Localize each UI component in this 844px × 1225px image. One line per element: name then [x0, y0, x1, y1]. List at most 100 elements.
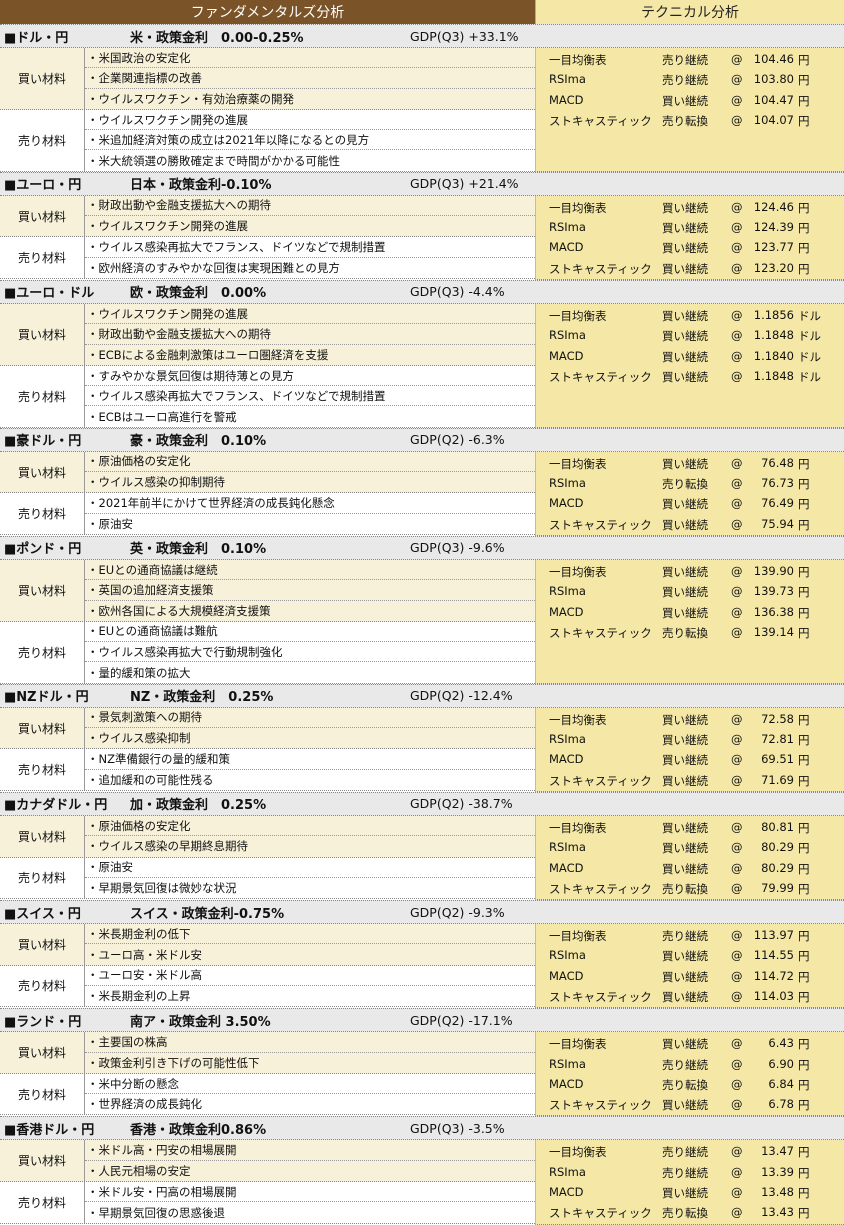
- price-unit: 円: [798, 241, 810, 256]
- currency-section: ■NZドル・円 NZ・政策金利 0.25% GDP(Q2) -12.4% 買い材料 ・景…: [0, 683, 844, 792]
- indicator-name: MACD: [549, 240, 584, 255]
- section-body: 買い材料 ・ウイルスワクチン開発の進展 ・財政出動や金融支援拡大への期待 ・ECBによ…: [0, 303, 844, 428]
- gdp-value: GDP(Q3) -9.6%: [410, 540, 505, 556]
- indicator-signal: 買い継続: [662, 1037, 708, 1052]
- indicator-row: ストキャスティック 買い継続 @71.69 円: [536, 771, 844, 791]
- gdp-value: GDP(Q2) -9.3%: [410, 904, 505, 920]
- section-header: ■NZドル・円 NZ・政策金利 0.25% GDP(Q2) -12.4%: [0, 683, 844, 708]
- fundamental-analysis-header: ファンダメンタルズ分析: [0, 0, 535, 24]
- indicator-price: 124.46: [753, 199, 794, 214]
- indicator-name: 一目均衡表: [549, 564, 607, 579]
- indicator-row: ストキャスティック 買い継続 @75.94 円: [536, 515, 844, 535]
- factor-item: ・人民元相場の安定: [87, 1163, 191, 1178]
- buy-factors: 買い材料 ・景気刺激策への期待 ・ウイルス感染抑制: [0, 707, 535, 750]
- gdp-value: GDP(Q3) -4.4%: [410, 284, 505, 300]
- indicator-price: 69.51: [761, 752, 794, 767]
- technical-column: 一目均衡表 買い継続 @139.90 円 RSIma 買い継続 @139.73 円 MACD 買い…: [535, 559, 844, 684]
- indicator-signal: 売り継続: [662, 1057, 708, 1072]
- indicator-signal: 売り継続: [662, 1165, 708, 1180]
- at-symbol: @: [731, 1097, 743, 1112]
- indicator-price: 124.39: [753, 220, 794, 235]
- section-header: ■香港ドル・円 香港・政策金利0.86% GDP(Q3) -3.5%: [0, 1116, 844, 1141]
- sell-factors: 売り材料 ・米ドル安・円高の相場展開 ・早期景気回復の思惑後退: [0, 1182, 535, 1224]
- at-symbol: @: [731, 988, 743, 1003]
- technical-column: 一目均衡表 買い継続 @72.58 円 RSIma 買い継続 @72.81 円 MACD 買い継続…: [535, 707, 844, 792]
- currency-pair: ■ポンド・円: [4, 542, 82, 558]
- buy-factors-label: 買い材料: [0, 195, 85, 237]
- factor-item: ・企業関連指標の改善: [85, 68, 535, 89]
- indicator-price: 1.1848: [753, 368, 794, 383]
- indicator-name: RSIma: [549, 1164, 586, 1179]
- currency-section: ■カナダドル・円 加・政策金利 0.25% GDP(Q2) -38.7% 買い材料 ・原…: [0, 791, 844, 901]
- fundamental-column: 買い材料 ・景気刺激策への期待 ・ウイルス感染抑制 売り材料 ・NZ準備銀行の量的緩和策…: [0, 707, 535, 792]
- indicator-name: 一目均衡表: [549, 53, 607, 67]
- indicator-row: ストキャスティック 売り転換 @79.99 円: [536, 879, 844, 899]
- indicator-row: RSIma 買い継続 @80.29 円: [536, 838, 844, 858]
- gdp-value: GDP(Q2) -12.4%: [410, 688, 513, 704]
- indicator-row: 一目均衡表 売り継続 @113.97 円: [536, 926, 844, 946]
- factor-list: ・ウイルス感染再拡大でフランス、ドイツなどで規制措置 ・欧州経済のすみやかな回復は…: [85, 237, 535, 278]
- indicator-price: 104.46: [753, 52, 794, 66]
- currency-section: ■スイス・円 スイス・政策金利-0.75% GDP(Q2) -9.3% 買い材料 ・米長…: [0, 900, 844, 1009]
- at-symbol: @: [731, 348, 743, 363]
- price-unit: 円: [798, 113, 810, 128]
- price-unit: 円: [798, 261, 810, 276]
- factor-item: ・米長期金利の低下: [85, 924, 535, 945]
- indicator-name: ストキャスティック: [549, 369, 652, 384]
- price-unit: 円: [798, 605, 810, 620]
- indicator-name: RSIma: [549, 1056, 586, 1071]
- indicator-signal: 買い継続: [662, 261, 708, 276]
- price-unit: 円: [798, 1186, 810, 1201]
- indicator-price: 113.97: [753, 928, 794, 943]
- indicator-row: 一目均衡表 売り継続 @104.46 円: [536, 50, 844, 70]
- indicator-price: 139.73: [753, 584, 794, 599]
- at-symbol: @: [731, 1056, 743, 1071]
- indicator-signal: 買い継続: [662, 1186, 708, 1201]
- indicator-name: ストキャスティック: [549, 625, 652, 640]
- buy-factors-label: 買い材料: [0, 48, 85, 109]
- section-header: ■スイス・円 スイス・政策金利-0.75% GDP(Q2) -9.3%: [0, 900, 844, 925]
- at-symbol: @: [731, 1164, 743, 1179]
- currency-pair: ■ユーロ・ドル: [4, 286, 95, 302]
- technical-column: 一目均衡表 買い継続 @76.48 円 RSIma 売り転換 @76.73 円 MACD 買い継続…: [535, 451, 844, 536]
- buy-factors-label: 買い材料: [0, 1140, 85, 1182]
- price-unit: 円: [798, 989, 810, 1004]
- factor-item: ・ウイルス感染再拡大でフランス、ドイツなどで規制措置: [85, 237, 535, 258]
- price-unit: 円: [798, 1206, 810, 1221]
- at-symbol: @: [731, 772, 743, 787]
- indicator-signal: 買い継続: [662, 308, 708, 323]
- indicator-row: MACD 買い継続 @136.38 円: [536, 603, 844, 623]
- indicator-signal: 買い継続: [662, 712, 708, 727]
- factor-item: ・米国政治の安定化: [85, 48, 535, 69]
- price-unit: 円: [798, 1057, 810, 1072]
- indicator-signal: 買い継続: [662, 564, 708, 579]
- indicator-price: 6.84: [768, 1076, 794, 1091]
- indicator-signal: 売り転換: [662, 1206, 708, 1221]
- factor-item: ・NZ準備銀行の量的緩和策: [85, 749, 535, 770]
- factor-item: ・政策金利引き下げの可能性低下: [87, 1055, 260, 1070]
- indicator-row: MACD 買い継続 @76.49 円: [536, 494, 844, 514]
- sell-factors-label: 売り材料: [0, 493, 85, 534]
- indicator-name: ストキャスティック: [549, 881, 652, 896]
- factor-item: ・原油安: [85, 858, 535, 878]
- factor-list: ・財政出動や金融支援拡大への期待 ・ウイルスワクチン開発の進展: [85, 196, 535, 237]
- sell-factors: 売り材料 ・米中分断の懸念 ・世界経済の成長鈍化: [0, 1073, 535, 1116]
- indicator-signal: 売り転換: [662, 1077, 708, 1092]
- at-symbol: @: [731, 1036, 743, 1051]
- indicator-signal: 売り継続: [662, 73, 708, 88]
- indicator-price: 139.14: [753, 624, 794, 639]
- at-symbol: @: [731, 928, 743, 943]
- indicator-price: 114.55: [753, 948, 794, 963]
- fundamental-column: 買い材料 ・米長期金利の低下 ・ユーロ高・米ドル安 売り材料 ・ユーロ安・米ドル高 ・米長…: [0, 924, 535, 1008]
- indicator-name: RSIma: [549, 948, 586, 963]
- factor-item: ・ユーロ高・米ドル安: [87, 947, 202, 962]
- indicator-price: 13.47: [761, 1144, 794, 1159]
- buy-factors: 買い材料 ・米国政治の安定化 ・企業関連指標の改善 ・ウイルスワクチン・有効治療薬の開…: [0, 48, 535, 110]
- sell-factors: 売り材料 ・ウイルス感染再拡大でフランス、ドイツなどで規制措置 ・欧州経済のすみやか…: [0, 237, 535, 279]
- gdp-value: GDP(Q2) -17.1%: [410, 1012, 513, 1028]
- currency-pair: ■豪ドル・円: [4, 434, 82, 450]
- indicator-signal: 売り継続: [662, 1145, 708, 1160]
- indicator-signal: 売り転換: [662, 113, 708, 128]
- indicator-signal: 買い継続: [662, 93, 708, 108]
- at-symbol: @: [731, 968, 743, 983]
